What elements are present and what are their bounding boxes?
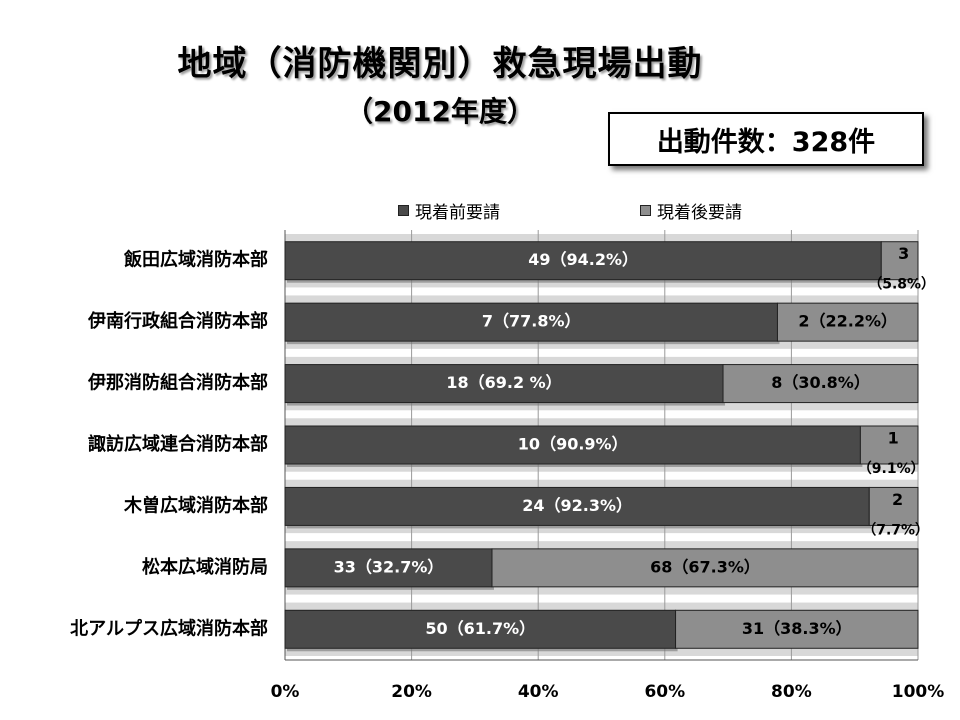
bar-segment-before — [284, 241, 882, 281]
bar-segment-after — [868, 486, 919, 526]
bar-segment-after — [491, 548, 919, 588]
bar-segment-before — [284, 609, 677, 649]
chart-title: 地域（消防機関別）救急現場出動 — [177, 44, 703, 84]
bar-label-after: 2 — [892, 490, 903, 509]
bar-segment-before — [284, 364, 724, 404]
legend-label-before: 現着前要請 — [415, 203, 500, 223]
bar-segment-after — [675, 609, 919, 649]
bar-label-after: 3 — [898, 244, 909, 263]
bar-segment-after — [859, 425, 919, 465]
category-label: 飯田広域消防本部 — [123, 249, 268, 271]
x-tick-label: 80% — [771, 682, 812, 702]
dispatch-count-label: 出動件数：328件 — [656, 126, 876, 158]
bar-label-after: 2（22.2%） — [798, 312, 897, 331]
legend-swatch-before — [398, 205, 409, 216]
x-tick-label: 100% — [892, 682, 945, 702]
bar-label-before: 18（69.2 %） — [446, 373, 561, 392]
bar-segment-after — [722, 364, 919, 404]
bar-label-after: 1 — [888, 429, 899, 448]
bar-segment-before — [284, 548, 493, 588]
legend-swatch-after — [640, 205, 651, 216]
bar-label-after: 31（38.3%） — [742, 619, 852, 638]
dispatch-count-box: 出動件数：328件 — [608, 112, 924, 166]
category-label: 松本広域消防局 — [142, 556, 268, 578]
bar-segment-before — [284, 486, 870, 526]
bar-segment-before — [284, 425, 861, 465]
legend-item-before: 現着前要請 — [398, 198, 500, 223]
bar-label-before: 10（90.9%） — [518, 435, 628, 454]
bar-label-after: 68（67.3%） — [650, 557, 760, 576]
bar-sublabel-after: （5.8%） — [868, 277, 935, 293]
category-label: 木曽広域消防本部 — [123, 494, 268, 516]
bar-sublabel-after: （9.1%） — [858, 461, 925, 477]
bar-label-before: 33（32.7%） — [334, 557, 444, 576]
chart-subtitle: （2012年度） — [345, 95, 535, 128]
legend-item-after: 現着後要請 — [640, 198, 742, 223]
category-label: 伊南行政組合消防本部 — [87, 310, 268, 332]
category-label: 伊那消防組合消防本部 — [87, 372, 268, 394]
bar-segment-after — [880, 241, 919, 281]
bar-label-before: 24（92.3%） — [522, 496, 632, 515]
x-tick-label: 60% — [644, 682, 685, 702]
category-label: 北アルプス広域消防本部 — [70, 617, 268, 639]
bar-segment-after — [776, 302, 919, 342]
bar-label-before: 50（61.7%） — [425, 619, 535, 638]
bar-label-before: 49（94.2%） — [528, 250, 638, 269]
x-tick-label: 40% — [518, 682, 559, 702]
x-tick-label: 0% — [271, 682, 300, 702]
bar-label-after: 8（30.8%） — [771, 373, 870, 392]
x-tick-label: 20% — [391, 682, 432, 702]
legend-label-after: 現着後要請 — [657, 203, 742, 223]
bar-sublabel-after: （7.7%） — [862, 522, 929, 538]
bar-label-before: 7（77.8%） — [482, 312, 581, 331]
bar-segment-before — [284, 302, 778, 342]
category-label: 諏訪広域連合消防本部 — [88, 433, 268, 455]
